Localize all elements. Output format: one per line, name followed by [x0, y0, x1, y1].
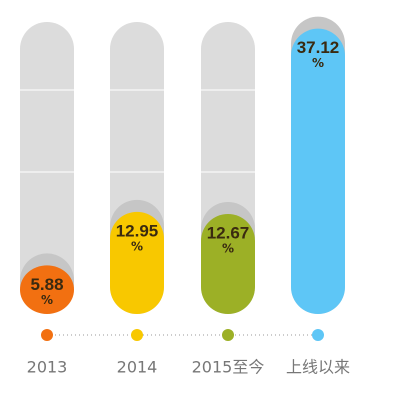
legend-dot [222, 329, 234, 341]
legend-dot [41, 329, 53, 341]
value-unit: % [41, 293, 53, 307]
category-label: 2013 [27, 358, 68, 377]
value-unit: % [312, 56, 324, 70]
legend-dot [312, 329, 324, 341]
bar [291, 28, 345, 315]
value-label: 5.88 [30, 275, 63, 294]
value-unit: % [222, 241, 234, 255]
bar [110, 211, 164, 314]
bar [20, 265, 74, 314]
category-label: 上线以来 [286, 358, 350, 377]
category-label: 2015至今 [192, 358, 265, 377]
legend-dot [131, 329, 143, 341]
value-label: 37.12 [297, 38, 340, 57]
category-label: 2014 [117, 358, 158, 377]
bar [201, 213, 255, 314]
value-unit: % [131, 239, 143, 253]
bar-track [20, 22, 74, 314]
value-label: 12.67 [207, 223, 250, 242]
value-label: 12.95 [116, 221, 159, 240]
